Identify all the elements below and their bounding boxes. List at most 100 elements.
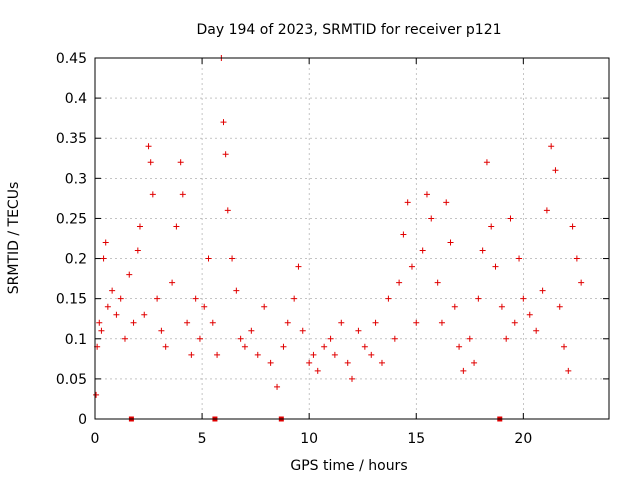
data-point [400,231,407,238]
data-point [408,263,415,270]
data-point [306,359,313,366]
data-point [237,335,244,342]
y-tick-label: 0.15 [56,292,87,308]
data-point [201,303,208,310]
y-tick-label: 0.1 [65,332,87,348]
y-tick-label: 0.05 [56,372,87,388]
data-point [254,351,261,358]
data-point [423,191,430,198]
data-point [173,223,180,230]
data-point [154,295,161,302]
data-point [349,375,355,382]
data-point [344,359,351,366]
data-point [488,223,495,230]
data-point [241,343,248,350]
data-point [456,343,463,350]
y-axis-label: SRMTID / TECUs [6,182,22,295]
data-point [136,223,143,230]
data-point [479,247,486,254]
x-tick-label: 10 [300,431,318,447]
data-point [117,295,124,302]
data-point [205,255,212,262]
data-point [548,143,555,150]
data-point [134,247,141,254]
data-point [526,311,533,318]
data-point [507,215,514,222]
data-point [130,319,137,326]
x-axis-label: GPS time / hours [290,458,407,474]
data-point [248,327,255,334]
data-point [224,207,231,214]
y-tick-label: 0.3 [65,171,87,187]
data-point [214,351,221,358]
data-point [284,319,291,326]
data-point [561,343,568,350]
data-point [355,327,362,334]
data-point [516,255,523,262]
data-point [443,199,450,206]
data-point [451,303,458,310]
data-point [447,239,454,246]
x-tick-label: 20 [514,431,532,447]
data-point [396,279,403,286]
data-point [145,143,152,150]
data-point [552,167,559,174]
data-point [492,263,499,270]
data-point [169,279,176,286]
data-point [543,207,550,214]
data-point [100,255,107,262]
data-point [184,319,191,326]
data-point [295,263,302,270]
data-point [503,335,510,342]
chart-title: Day 194 of 2023, SRMTID for receiver p12… [196,22,501,38]
data-point [520,295,527,302]
data-point [102,239,109,246]
data-point [434,279,441,286]
data-point [229,255,236,262]
data-point [158,327,165,334]
data-point [314,367,321,374]
data-point [471,359,478,366]
data-point [578,279,585,286]
data-point [368,351,375,358]
data-point [147,159,154,166]
data-point [179,191,186,198]
data-point [438,319,445,326]
data-point [233,287,240,294]
data-point [428,215,435,222]
plot-frame [94,57,610,420]
data-point [569,223,576,230]
data-point [267,359,274,366]
data-point [220,119,227,126]
data-point [291,295,298,302]
data-point [419,247,426,254]
y-tick-label: 0.35 [56,131,87,147]
data-point [378,359,385,366]
data-point [391,335,398,342]
data-point [141,311,148,318]
data-point [126,271,133,278]
data-point [460,367,467,374]
x-tick-label: 15 [407,431,425,447]
data-point [177,159,184,166]
data-point [533,327,540,334]
data-point [93,391,100,398]
data-point [261,303,268,310]
y-tick-label: 0.45 [56,51,87,67]
data-point [483,159,490,166]
data-point [404,199,411,206]
data-point [498,303,505,310]
data-point [149,191,156,198]
y-tick-label: 0.4 [65,91,87,107]
data-point [413,319,420,326]
data-point [565,367,572,374]
x-tick-label: 5 [198,431,207,447]
data-point [98,327,105,334]
data-point [310,351,317,358]
data-point [539,287,546,294]
data-point [104,303,111,310]
data-point [280,343,287,350]
data-point [188,351,195,358]
